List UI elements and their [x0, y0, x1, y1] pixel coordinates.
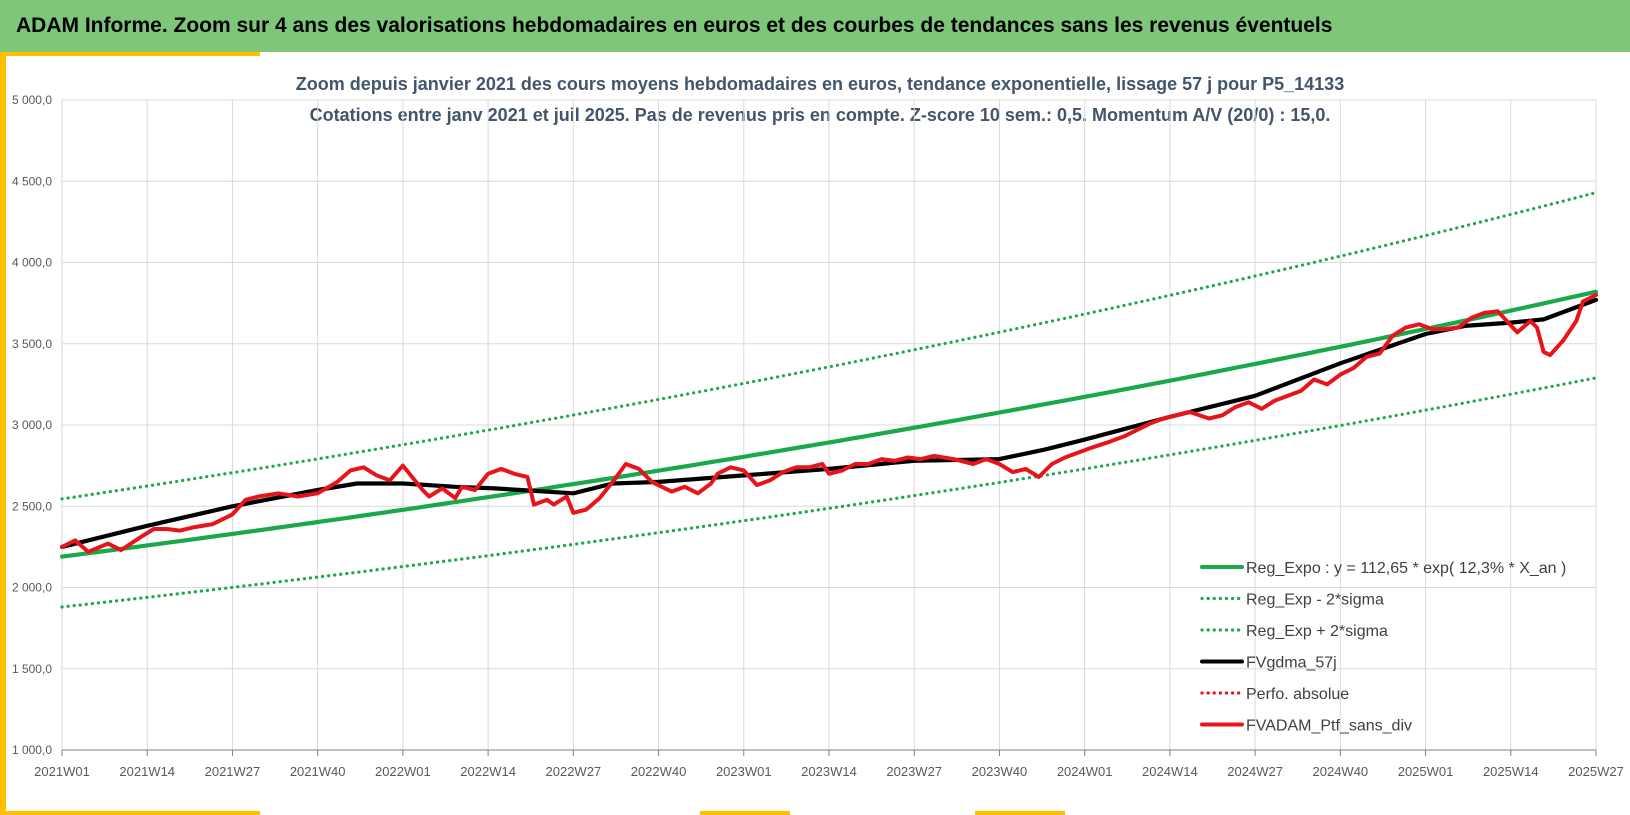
frame-accent-bottom-3 [975, 811, 1065, 815]
x-tick-label: 2022W27 [546, 764, 602, 779]
legend-label: FVADAM_Ptf_sans_div [1246, 718, 1412, 735]
x-tick-label: 2025W27 [1568, 764, 1624, 779]
chart: Zoom depuis janvier 2021 des cours moyen… [12, 74, 1624, 779]
x-tick-label: 2023W01 [716, 764, 772, 779]
x-tick-label: 2022W01 [375, 764, 431, 779]
legend-label: FVgdma_57j [1246, 655, 1337, 672]
y-tick-label: 4 500,0 [12, 174, 52, 188]
frame-accent-top [0, 52, 260, 56]
chart-title: Zoom depuis janvier 2021 des cours moyen… [296, 74, 1344, 94]
y-tick-label: 2 000,0 [12, 581, 52, 595]
y-tick-label: 2 500,0 [12, 499, 52, 513]
x-tick-label: 2024W40 [1313, 764, 1369, 779]
y-tick-label: 4 000,0 [12, 256, 52, 270]
x-tick-label: 2023W40 [972, 764, 1028, 779]
x-tick-label: 2021W14 [119, 764, 175, 779]
x-tick-label: 2023W27 [886, 764, 942, 779]
x-tick-label: 2022W14 [460, 764, 516, 779]
legend-label: Reg_Expo : y = 112,65 * exp( 12,3% * X_a… [1246, 560, 1566, 577]
x-tick-label: 2021W01 [34, 764, 90, 779]
header-title: ADAM Informe. Zoom sur 4 ans des valoris… [16, 14, 1333, 37]
series-line-1 [60, 376, 1598, 609]
legend-label: Perfo. absolue [1246, 686, 1349, 703]
x-tick-label: 2022W40 [631, 764, 687, 779]
grid [61, 99, 1597, 751]
legend-label: Reg_Exp + 2*sigma [1246, 623, 1388, 640]
x-tick-label: 2024W01 [1057, 764, 1113, 779]
chart-subtitle: Cotations entre janv 2021 et juil 2025. … [310, 105, 1331, 125]
y-tick-label: 3 500,0 [12, 337, 52, 351]
x-tick-label: 2023W14 [801, 764, 857, 779]
frame-accent-bottom-2 [700, 811, 790, 815]
x-tick-label: 2021W40 [290, 764, 346, 779]
legend-label: Reg_Exp - 2*sigma [1246, 592, 1384, 609]
y-tick-label: 1 500,0 [12, 662, 52, 676]
frame-accent-bottom [0, 811, 260, 815]
axes: 1 000,0 1 500,0 2 000,0 2 500,0 3 000,0 3 500… [12, 93, 1624, 779]
y-tick-label: 1 000,0 [12, 743, 52, 757]
x-tick-label: 2024W27 [1227, 764, 1283, 779]
x-tick-label: 2025W01 [1398, 764, 1454, 779]
x-tick-label: 2025W14 [1483, 764, 1539, 779]
series-line-0 [59, 289, 1599, 559]
series-line-5 [60, 293, 1598, 554]
frame-accent-left [0, 52, 6, 815]
x-tick-label: 2021W27 [205, 764, 261, 779]
legend: Reg_Expo : y = 112,65 * exp( 12,3% * X_a… [1200, 560, 1566, 735]
y-tick-label: 3 000,0 [12, 418, 52, 432]
y-tick-label: 5 000,0 [12, 93, 52, 107]
x-tick-label: 2024W14 [1142, 764, 1198, 779]
header-banner: ADAM Informe. Zoom sur 4 ans des valoris… [0, 0, 1630, 52]
series-layer [59, 191, 1599, 609]
